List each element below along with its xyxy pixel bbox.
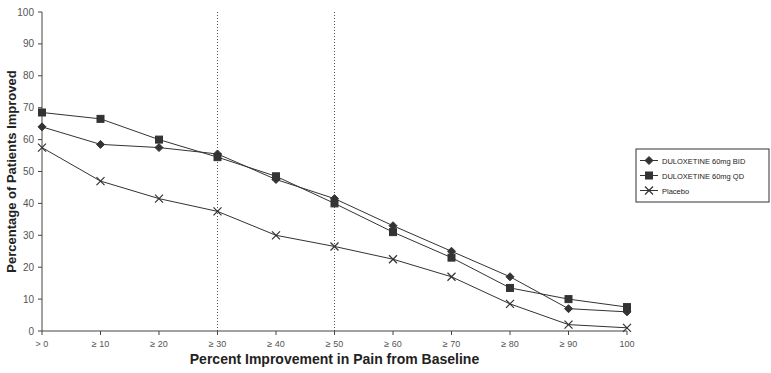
legend-box [636,149,769,202]
series-marker [389,255,397,263]
reference-line [334,12,335,331]
y-tick [38,171,42,172]
x-tick-label: ≥ 80 [501,339,518,349]
y-tick [38,203,42,204]
x-tick [217,331,218,335]
x-tick [510,331,511,335]
y-tick-label: 20 [23,262,35,273]
y-tick [38,299,42,300]
x-tick [393,331,394,335]
series-line [42,148,627,328]
legend-marker [645,187,653,195]
series-marker [214,154,221,161]
chart: 0 10 20 30 40 50 60 70 80 90 100 > 0 ≥ 10 ≥ 20 ≥ 30 ≥ 4… [0,0,771,373]
legend-marker [646,172,653,179]
y-tick-label: 60 [23,134,35,145]
y-tick-label: 80 [23,70,35,81]
y-tick-label: 10 [23,294,35,305]
x-tick-label: ≥ 40 [267,339,284,349]
y-tick [38,12,42,13]
series-line [42,112,627,307]
x-tick [42,331,43,335]
series-marker [331,242,339,250]
series-marker [448,254,455,261]
x-tick [276,331,277,335]
y-tick [38,75,42,76]
y-tick [38,267,42,268]
x-tick-label: ≥ 70 [443,339,460,349]
x-tick [100,331,101,335]
x-tick-label: 100 [619,339,634,349]
y-tick [38,107,42,108]
x-tick [568,331,569,335]
plot-area [38,109,631,332]
x-tick-label: ≥ 30 [209,339,226,349]
x-axis-label: Percent Improvement in Pain from Baselin… [190,351,480,367]
y-tick-label: 90 [23,38,35,49]
y-tick [38,235,42,236]
x-tick [334,331,335,335]
series-line [42,127,627,312]
series-marker [565,296,572,303]
series-marker [331,200,338,207]
y-tick-label: 30 [23,230,35,241]
series-marker [448,273,456,281]
series-marker [623,324,631,332]
legend-marker [645,157,653,165]
x-tick-label: ≥ 10 [92,339,109,349]
series-marker [272,231,280,239]
series-marker [214,207,222,215]
reference-line [217,12,218,331]
x-tick [451,331,452,335]
x-tick-label: ≥ 50 [326,339,343,349]
y-tick [38,139,42,140]
series-marker [624,304,631,311]
y-tick-label: 100 [17,7,34,18]
x-tick-label: ≥ 90 [560,339,577,349]
y-tick-label: 0 [28,326,34,337]
y-axis-label: Percentage of Patients Improved [4,70,19,272]
y-tick [38,331,42,332]
series-marker [390,229,397,236]
series-marker [155,195,163,203]
series-marker [97,177,105,185]
legend-label: DULOXETINE 60mg QD [662,172,745,181]
y-tick-label: 70 [23,102,35,113]
series-marker [506,300,514,308]
series-marker [507,284,514,291]
y-tick-label: 40 [23,198,35,209]
series-marker [506,273,514,281]
series-marker [155,144,163,152]
series-marker [38,123,46,131]
series-marker [565,321,573,329]
series-marker [156,136,163,143]
y-tick-label: 50 [23,166,35,177]
legend-label: Placebo [662,187,689,196]
series-marker [97,115,104,122]
legend-label: DULOXETINE 60mg BID [662,157,746,166]
x-tick-label: > 0 [36,339,49,349]
x-tick [159,331,160,335]
x-tick [627,331,628,335]
y-tick [38,43,42,44]
series-marker [565,305,573,313]
series-marker [97,140,105,148]
series-marker [39,109,46,116]
series-marker [38,144,46,152]
series-marker [273,173,280,180]
x-tick-label: ≥ 60 [384,339,401,349]
x-tick-label: ≥ 20 [150,339,167,349]
